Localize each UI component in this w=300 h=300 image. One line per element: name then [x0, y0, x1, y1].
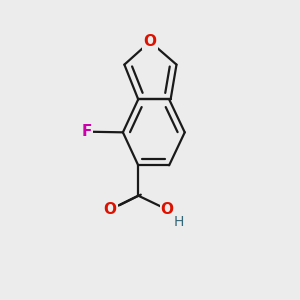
Text: O: O: [104, 202, 117, 217]
Text: F: F: [82, 124, 92, 139]
Text: H: H: [174, 215, 184, 229]
Text: O: O: [143, 34, 157, 49]
Text: O: O: [160, 202, 174, 217]
